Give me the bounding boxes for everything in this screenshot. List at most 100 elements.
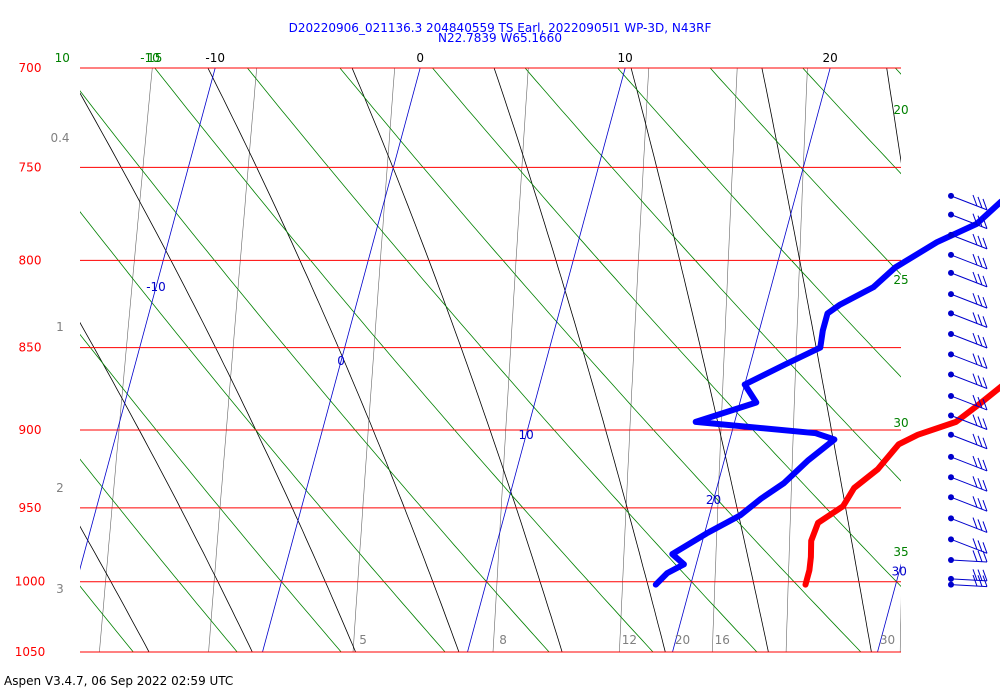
dry-adiabat-line	[524, 68, 901, 482]
pressure-label-1050: 1050	[15, 645, 46, 659]
wind-barb-flag	[977, 334, 983, 347]
wind-barb-flag	[972, 373, 978, 385]
wind-barb-flag	[972, 271, 978, 284]
isotherm-inline-label: 0	[337, 354, 345, 368]
dry-adiabat-line	[80, 211, 446, 652]
pressure-label-800: 800	[19, 253, 42, 267]
temperature-profile	[802, 383, 1000, 588]
moist-adiabat-line	[80, 525, 150, 652]
wind-barb-shaft	[950, 312, 988, 328]
dry-adiabat-line	[617, 68, 901, 378]
wind-barb-flag	[972, 476, 978, 488]
wind-barb-flag	[977, 375, 983, 387]
dry-adiabat-line	[80, 585, 134, 652]
dry-adiabat-line	[339, 68, 862, 652]
mixing-ratio-label: 5	[359, 633, 367, 647]
wind-barb-flag	[977, 498, 983, 510]
wind-barb-flag	[982, 198, 988, 211]
wind-barb	[948, 331, 988, 349]
wind-barb-flag	[977, 235, 983, 248]
wind-barb	[948, 251, 988, 270]
wind-barb-shaft	[950, 456, 988, 472]
wind-barb-shaft	[950, 195, 988, 211]
wind-barb	[948, 431, 988, 450]
wind-barb-shaft	[950, 559, 988, 563]
wind-barb	[948, 474, 988, 492]
isotherm-top-label: 10	[618, 51, 633, 65]
isotherm-line	[672, 68, 831, 652]
wind-barb-flag	[982, 257, 988, 270]
wind-barb-flag	[982, 437, 988, 449]
wind-barb-shaft	[950, 234, 988, 250]
wind-barb-flag	[977, 355, 983, 367]
mixing-ratio-line	[208, 68, 258, 652]
height-label: 2	[56, 481, 64, 495]
wind-barb	[948, 371, 988, 389]
footer-version: Aspen V3.4.7, 06 Sep 2022 02:59 UTC	[4, 674, 234, 688]
dewpoint-profile	[652, 198, 1000, 588]
wind-barb-flag	[977, 550, 983, 562]
pressure-label-850: 850	[19, 341, 42, 355]
mixing-ratio-line	[492, 68, 529, 652]
dry-adiabat-right-label: 20	[893, 103, 908, 117]
wind-barb-shaft	[950, 272, 988, 288]
isotherm-bottom-label: 30	[880, 633, 895, 647]
wind-barb	[948, 550, 988, 563]
wind-barb-flag	[977, 478, 983, 490]
wind-barb	[948, 310, 988, 328]
pressure-label-950: 950	[19, 501, 42, 515]
moist-adiabat-line	[761, 68, 872, 652]
wind-barb-flag	[982, 275, 988, 288]
wind-barb	[948, 211, 988, 230]
isotherm-bottom-label: 20	[675, 633, 690, 647]
mixing-ratio-line	[352, 68, 396, 652]
wind-barb-flag	[982, 398, 988, 411]
wind-barb-flag	[982, 500, 988, 512]
isotherm-inline-label: 30	[892, 565, 907, 579]
moist-adiabat-line	[493, 68, 666, 652]
wind-barb-flag	[982, 569, 988, 582]
wind-barb-flag	[977, 435, 983, 447]
wind-barb-flag	[982, 237, 988, 250]
wind-barb	[948, 392, 988, 411]
wind-barb-flag	[972, 574, 978, 587]
wind-barb	[948, 231, 988, 250]
wind-barb-flag	[972, 550, 978, 562]
wind-barb-flag	[972, 496, 978, 508]
mixing-ratio-line	[619, 68, 650, 652]
wind-barb-flag	[982, 575, 988, 587]
dry-adiabat-line	[709, 68, 901, 276]
pressure-label-900: 900	[19, 423, 42, 437]
wind-barb-shaft	[950, 538, 988, 554]
dry-adiabat-right-label: 25	[893, 273, 908, 287]
isotherm-inline-label: 10	[519, 428, 534, 442]
dry-adiabat-top-label-left: -10	[140, 51, 160, 65]
wind-barb-flag	[977, 273, 983, 286]
wind-barb-flag	[977, 457, 983, 470]
moist-adiabat-line	[630, 68, 769, 652]
pressure-label-700: 700	[19, 61, 42, 75]
wind-barb-flag	[982, 316, 988, 328]
moist-adiabat-line	[351, 68, 563, 652]
wind-barb-flag	[977, 215, 983, 227]
wind-barb-shaft	[950, 293, 988, 309]
wind-barb-flag	[977, 396, 983, 409]
wind-barb-flag	[982, 336, 988, 349]
wind-barb-shaft	[950, 395, 988, 411]
wind-barb	[948, 569, 988, 582]
wind-barb-flag	[982, 521, 988, 533]
height-label: 3	[56, 582, 64, 596]
wind-barb-flag	[977, 295, 983, 307]
chart-title: D20220906_021136.3 204840559 TS Earl, 20…	[288, 21, 712, 35]
wind-barb-flag	[977, 255, 983, 268]
wind-barb-flag	[972, 213, 978, 225]
isotherm-inline-label: 20	[706, 493, 721, 507]
wind-barb-flag	[982, 418, 988, 430]
dry-adiabat-line	[80, 458, 238, 652]
moist-adiabat-line	[80, 321, 253, 652]
wind-barb	[948, 291, 988, 309]
isotherm-line	[262, 68, 421, 652]
moist-adiabat-line	[207, 68, 460, 652]
dry-adiabat-line	[246, 68, 758, 652]
